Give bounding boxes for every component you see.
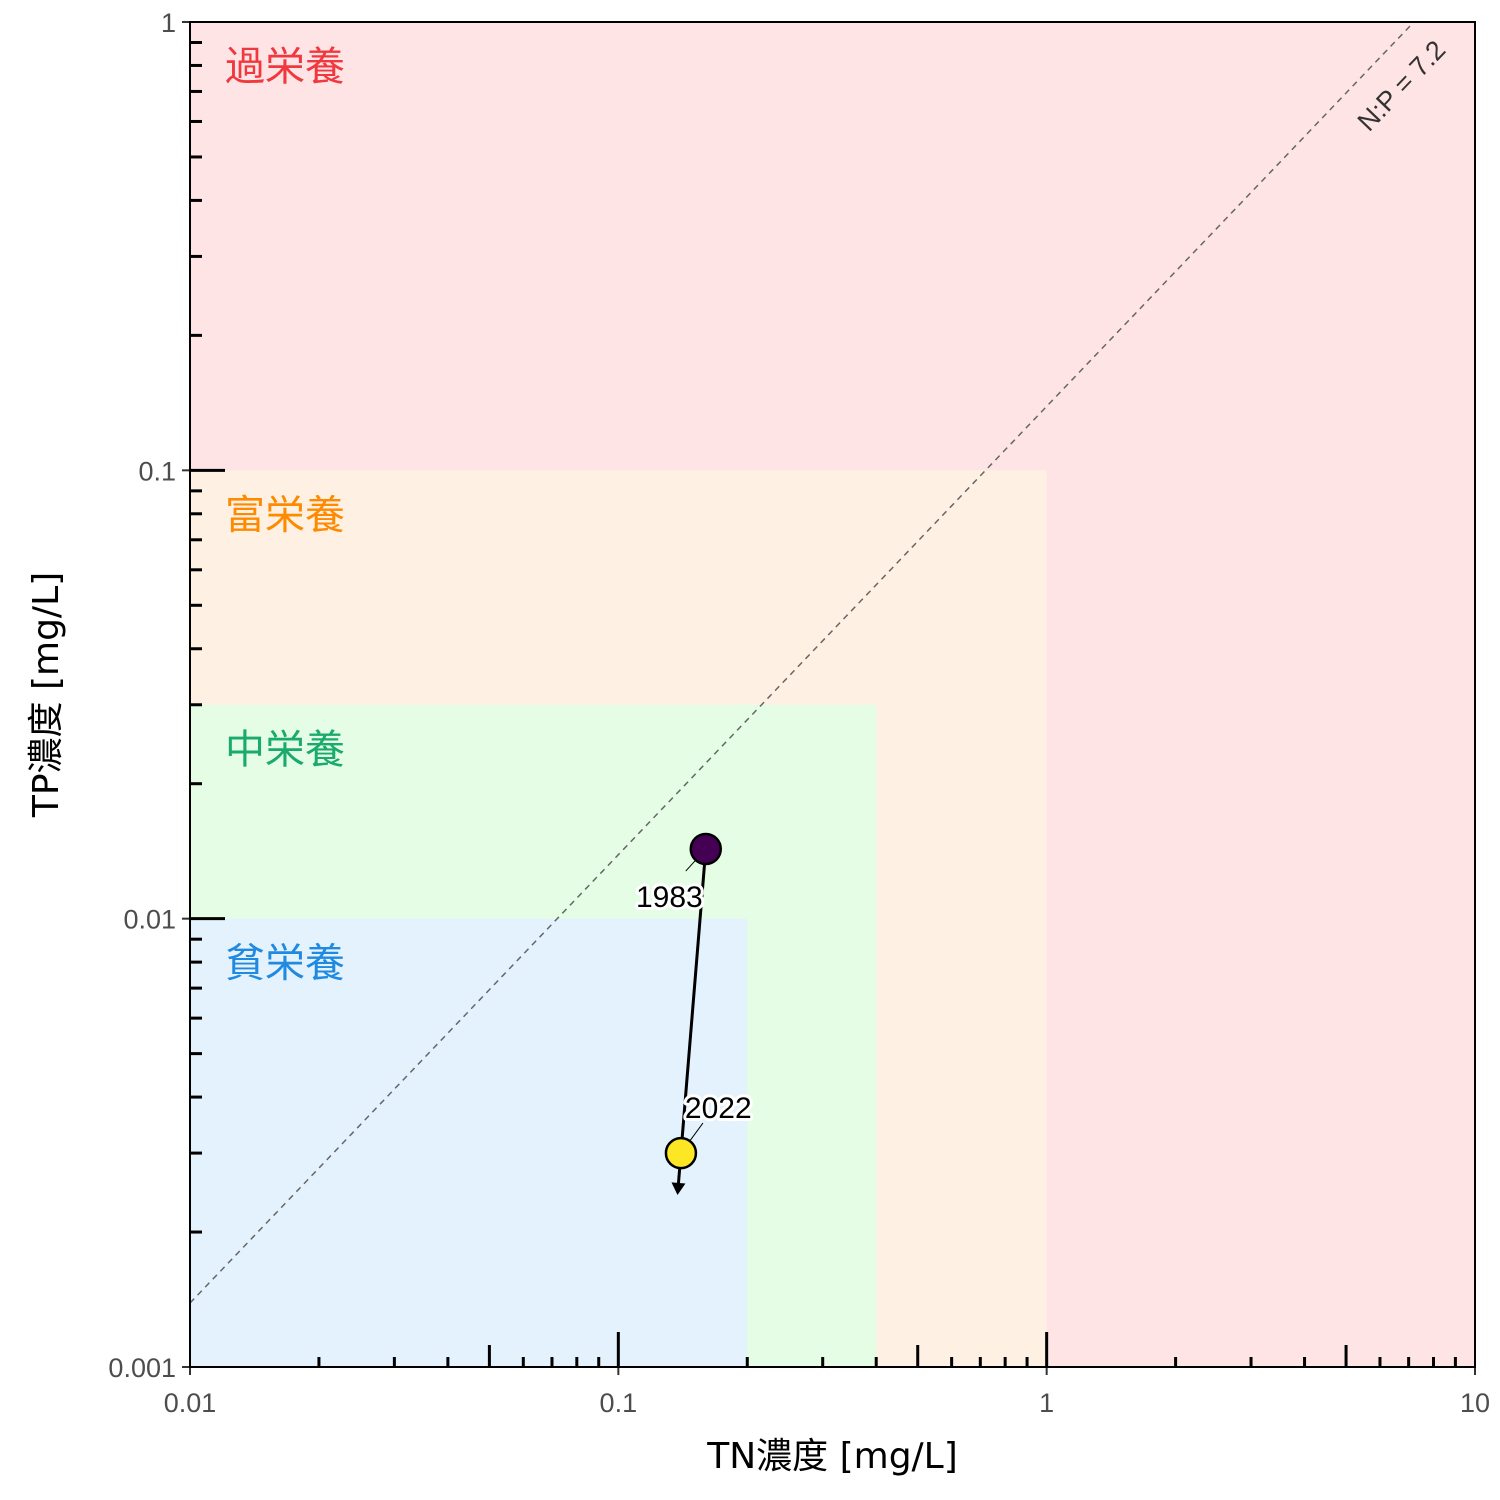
trend-arrow-head [671,1182,686,1195]
data-points: 1983 2022 [633,832,755,1170]
x-tick-label: 10 [1460,1388,1490,1418]
x-tick-label: 0.1 [600,1388,638,1418]
trophic-zones [190,22,1475,1367]
x-tick-label: 1 [1039,1388,1054,1418]
axis-ticks: 0.01 0.1 1 10 0.001 0.01 0.1 1 [108,8,1490,1418]
zone-label-3: 貧栄養 [225,941,345,987]
zone-rect-3 [190,918,748,1367]
zone-label-1: 富栄養 [225,492,345,538]
zone-label-2: 中栄養 [225,727,345,773]
y-axis-title: TP濃度 [mg/L] [26,572,67,818]
x-tick-label: 0.01 [164,1388,217,1418]
y-tick-label: 1 [161,8,176,38]
data-point-1983 [689,832,723,866]
x-axis-title: TN濃度 [mg/L] [706,1436,958,1477]
zone-label-0: 過栄養 [225,44,345,90]
point-label-2022: 2022 [685,1092,752,1125]
y-tick-label: 0.001 [108,1353,176,1383]
point-label-1983: 1983 [636,881,703,914]
y-tick-label: 0.1 [138,456,176,486]
trend-line [679,848,708,1154]
y-tick-label: 0.01 [123,905,176,935]
plot-frame [189,21,1476,1368]
np-ratio-line [189,21,1415,1304]
data-point-2022 [664,1136,698,1170]
